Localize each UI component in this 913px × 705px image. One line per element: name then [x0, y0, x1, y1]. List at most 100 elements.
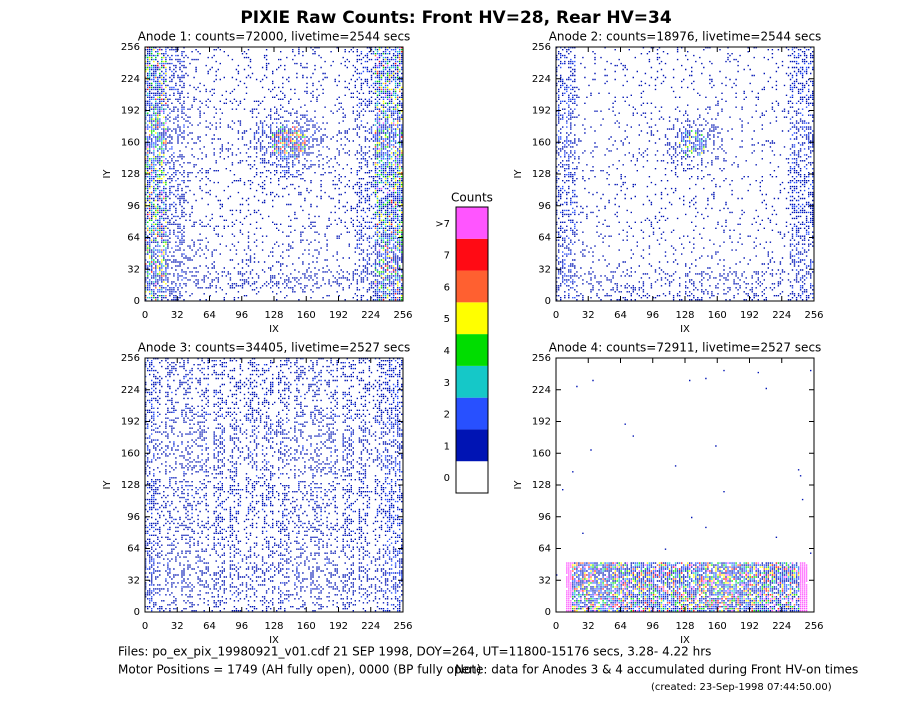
detector-texture	[572, 562, 800, 612]
figure-title: PIXIE Raw Counts: Front HV=28, Rear HV=3…	[240, 8, 672, 28]
x-tick-label: 0	[553, 621, 559, 632]
y-tick-label: 256	[532, 353, 551, 364]
y-axis-label: IY	[102, 169, 113, 179]
y-tick-label: 192	[121, 417, 140, 428]
colorbar-swatch	[456, 270, 488, 303]
plot-frame	[555, 357, 815, 613]
x-axis-label: IX	[269, 635, 279, 646]
x-tick-label: 160	[297, 310, 316, 321]
x-axis-label: IX	[680, 635, 690, 646]
x-tick-label: 32	[171, 310, 184, 321]
colorbar-frame	[455, 206, 489, 494]
detector-texture	[145, 358, 403, 612]
panel-title: Anode 2: counts=18976, livetime=2544 sec…	[549, 30, 822, 44]
x-tick-label: 96	[235, 310, 248, 321]
y-tick-label: 128	[532, 480, 551, 491]
x-tick-label: 96	[235, 621, 248, 632]
y-axis-label: IY	[102, 480, 113, 490]
detector-texture	[681, 132, 707, 156]
x-axis-label: IX	[269, 324, 279, 335]
y-tick-label: 32	[127, 264, 140, 275]
x-tick-label: 192	[329, 310, 348, 321]
colorbar-label: 0	[444, 473, 450, 484]
x-tick-label: 128	[675, 310, 694, 321]
y-tick-label: 128	[121, 480, 140, 491]
x-tick-label: 256	[804, 621, 823, 632]
detector-texture	[572, 562, 800, 612]
x-tick-label: 64	[203, 310, 216, 321]
detector-texture	[572, 562, 800, 612]
x-tick-label: 224	[772, 310, 791, 321]
colorbar-swatch	[456, 334, 488, 366]
colorbar-label: 2	[444, 410, 450, 421]
y-tick-label: 160	[121, 137, 140, 148]
y-tick-label: 224	[121, 385, 140, 396]
x-tick-label: 64	[614, 621, 627, 632]
colorbar-title: Counts	[451, 191, 493, 205]
x-tick-label: 0	[553, 310, 559, 321]
colorbar-swatch	[456, 365, 488, 398]
colorbar-label: 4	[444, 346, 450, 357]
x-tick-label: 128	[264, 621, 283, 632]
y-tick-label: 256	[121, 353, 140, 364]
x-tick-label: 0	[142, 621, 148, 632]
colorbar-label: >7	[435, 219, 450, 230]
y-tick-label: 96	[538, 201, 551, 212]
panel: Anode 4: counts=72911, livetime=2527 sec…	[513, 341, 824, 647]
colorbar-label: 7	[444, 251, 450, 262]
x-tick-label: 256	[393, 310, 412, 321]
y-tick-label: 64	[127, 544, 140, 555]
y-tick-label: 224	[532, 385, 551, 396]
y-axis-label: IY	[513, 169, 524, 179]
colorbar-swatch	[456, 207, 488, 239]
y-tick-label: 128	[121, 169, 140, 180]
y-tick-label: 0	[134, 296, 140, 307]
y-tick-label: 224	[532, 74, 551, 85]
x-tick-label: 160	[297, 621, 316, 632]
x-tick-label: 96	[646, 310, 659, 321]
y-tick-label: 256	[121, 42, 140, 53]
x-tick-label: 64	[203, 621, 216, 632]
y-tick-label: 32	[127, 575, 140, 586]
y-tick-label: 192	[121, 106, 140, 117]
detector-texture	[572, 562, 800, 612]
y-tick-label: 64	[538, 233, 551, 244]
y-tick-label: 96	[127, 201, 140, 212]
y-tick-label: 32	[538, 264, 551, 275]
x-tick-label: 256	[804, 310, 823, 321]
x-tick-label: 32	[171, 621, 184, 632]
y-tick-label: 0	[134, 607, 140, 618]
colorbar-swatch	[456, 302, 488, 335]
footer-files: Files: po_ex_pix_19980921_v01.cdf 21 SEP…	[118, 645, 711, 659]
y-tick-label: 32	[538, 575, 551, 586]
x-tick-label: 224	[772, 621, 791, 632]
x-tick-label: 256	[393, 621, 412, 632]
x-tick-label: 192	[740, 621, 759, 632]
y-tick-label: 96	[538, 512, 551, 523]
y-tick-label: 160	[532, 137, 551, 148]
colorbar-swatch	[456, 461, 488, 493]
y-tick-label: 64	[538, 544, 551, 555]
colorbar-swatch	[456, 238, 488, 271]
detector-texture	[566, 562, 808, 612]
x-tick-label: 96	[646, 621, 659, 632]
x-tick-label: 224	[361, 621, 380, 632]
x-tick-label: 160	[708, 621, 727, 632]
panel: Anode 1: counts=72000, livetime=2544 sec…	[102, 30, 413, 336]
y-tick-label: 192	[532, 417, 551, 428]
panel-title: Anode 3: counts=34405, livetime=2527 sec…	[138, 341, 411, 355]
x-tick-label: 128	[675, 621, 694, 632]
x-tick-label: 64	[614, 310, 627, 321]
x-tick-label: 192	[740, 310, 759, 321]
detector-texture	[556, 47, 814, 301]
y-tick-label: 160	[121, 448, 140, 459]
colorbar-swatch	[456, 429, 488, 462]
y-tick-label: 0	[545, 296, 551, 307]
x-tick-label: 32	[582, 310, 595, 321]
panel-title: Anode 1: counts=72000, livetime=2544 sec…	[138, 30, 411, 44]
plot-frame	[555, 46, 815, 302]
y-tick-label: 160	[532, 448, 551, 459]
detector-texture	[556, 47, 814, 299]
colorbar-label: 6	[444, 282, 450, 293]
y-tick-label: 64	[127, 233, 140, 244]
